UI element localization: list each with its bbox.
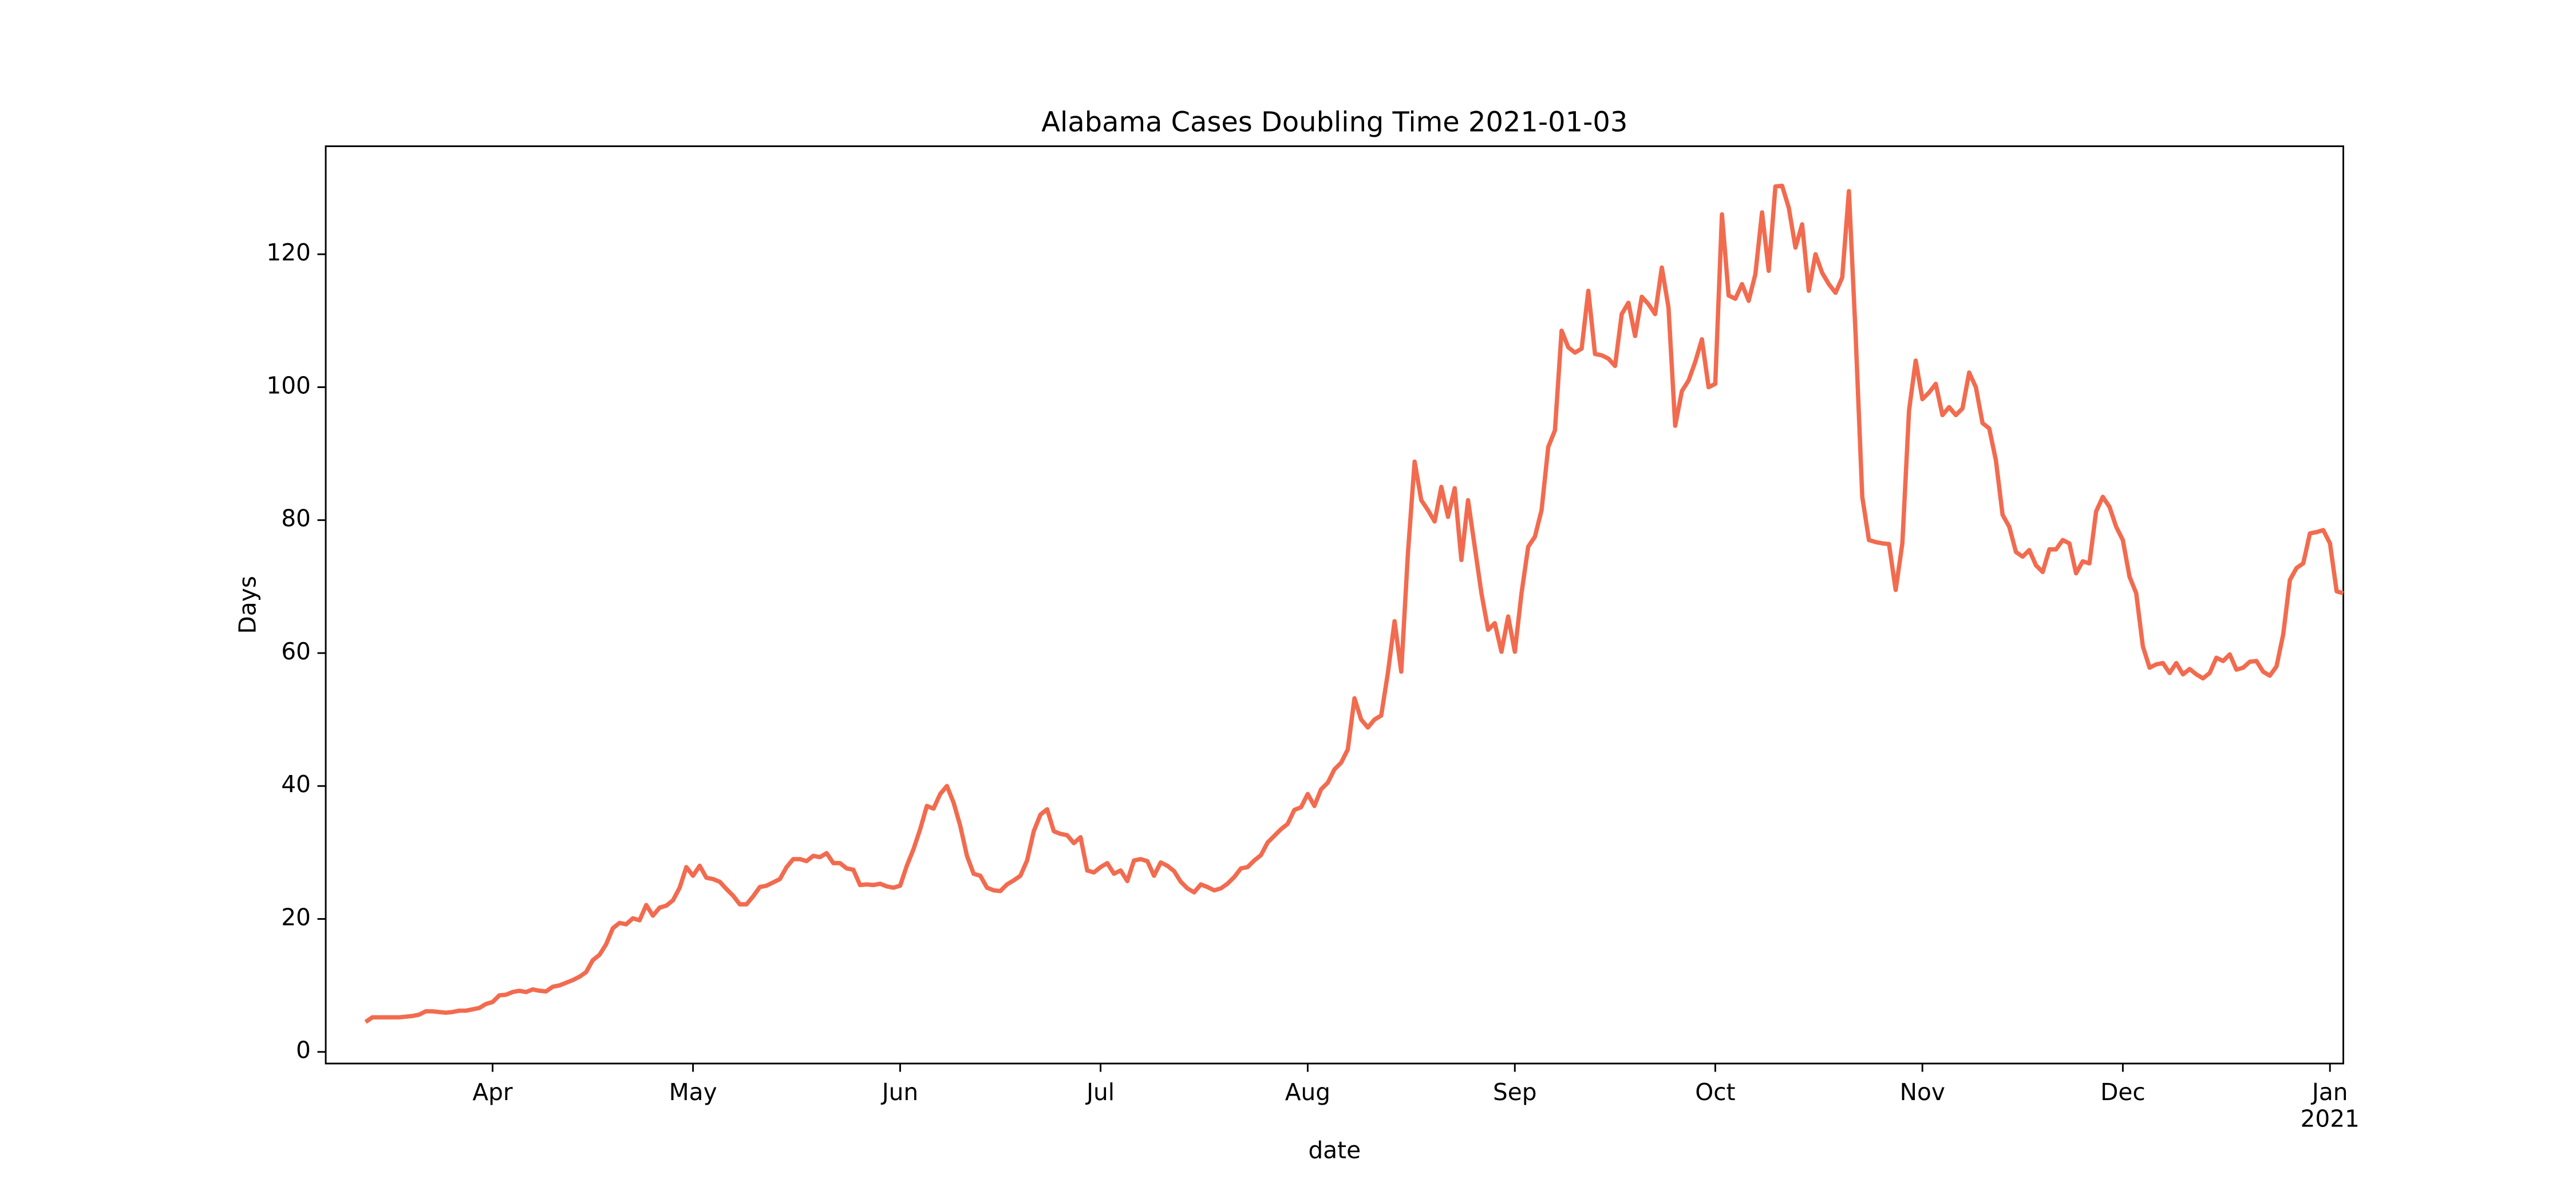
y-tick-label: 0 xyxy=(296,1037,311,1064)
x-tick-label: Dec xyxy=(2100,1078,2146,1106)
x-tick-label: Jun xyxy=(880,1078,918,1106)
data-line xyxy=(364,183,2344,1024)
plot-frame xyxy=(325,145,2344,1065)
y-tick-label: 20 xyxy=(281,903,311,931)
chart-title: Alabama Cases Doubling Time 2021-01-03 xyxy=(1041,106,1627,138)
y-axis-label: Days xyxy=(234,576,261,634)
x-tick-label: Oct xyxy=(1695,1078,1735,1106)
y-tick-label: 80 xyxy=(281,505,311,532)
x-tick-label: Aug xyxy=(1285,1078,1330,1106)
y-tick-label: 100 xyxy=(266,371,311,399)
y-tick-label: 60 xyxy=(281,638,311,665)
y-tick-label: 120 xyxy=(266,239,311,266)
x-tick-label: Jul xyxy=(1085,1078,1115,1106)
x-tick-label: Nov xyxy=(1900,1078,1945,1106)
x-axis-label: date xyxy=(1308,1137,1361,1164)
x-tick-label: May xyxy=(669,1078,717,1106)
x-tick-label: Apr xyxy=(472,1078,513,1106)
x-tick-label: Sep xyxy=(1493,1078,1537,1106)
y-tick-label: 40 xyxy=(281,770,311,798)
x-tick-label: Jan 2021 xyxy=(2301,1078,2360,1133)
